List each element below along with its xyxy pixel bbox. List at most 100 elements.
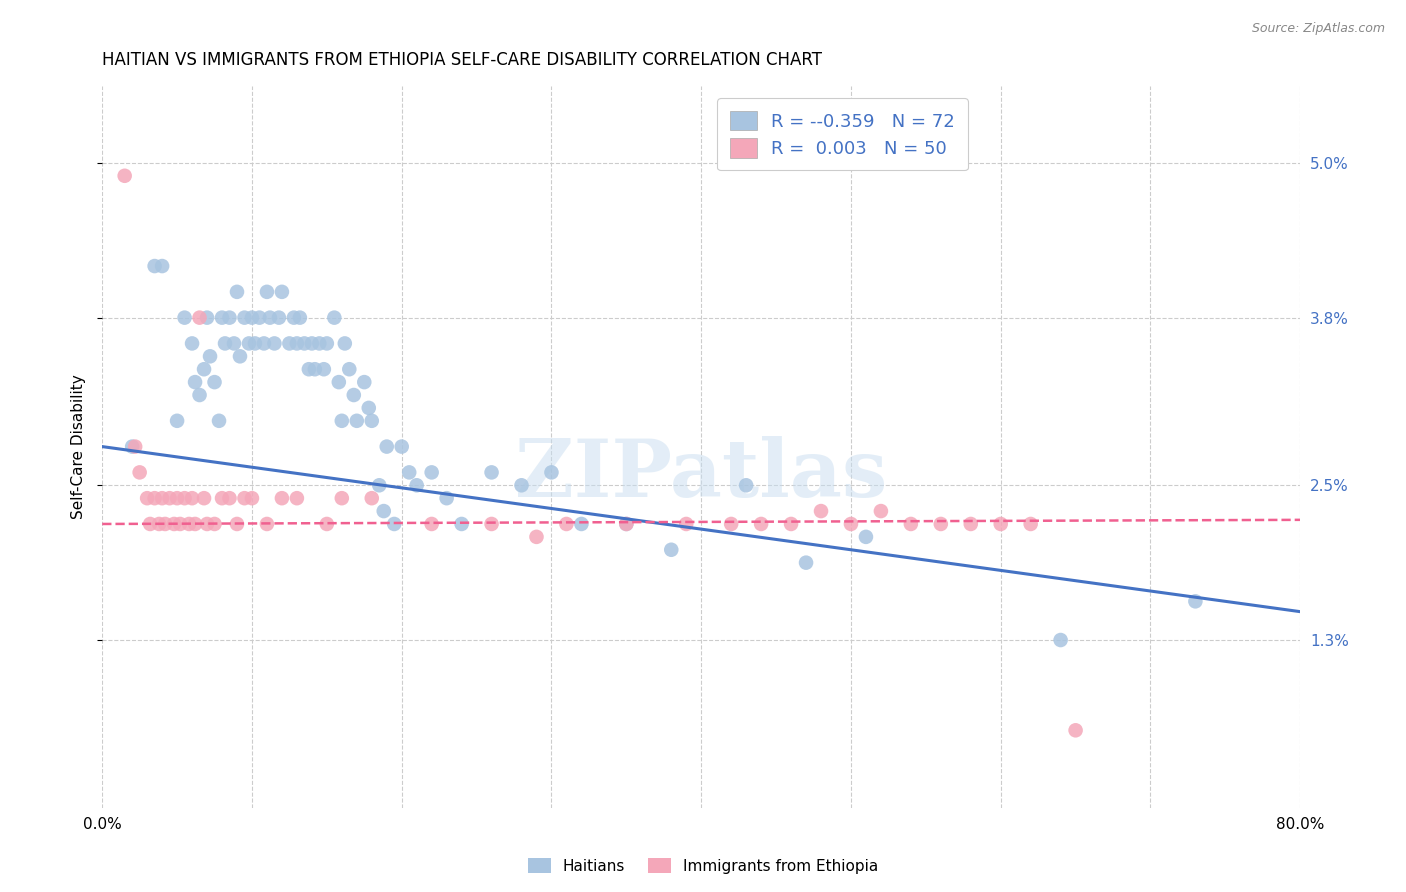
Point	[214, 336, 236, 351]
Point	[675, 516, 697, 531]
Y-axis label: Self-Care Disability: Self-Care Disability	[72, 375, 86, 519]
Point	[526, 530, 548, 544]
Point	[959, 516, 981, 531]
Text: HAITIAN VS IMMIGRANTS FROM ETHIOPIA SELF-CARE DISABILITY CORRELATION CHART: HAITIAN VS IMMIGRANTS FROM ETHIOPIA SELF…	[103, 51, 823, 69]
Point	[292, 336, 315, 351]
Point	[1184, 594, 1206, 608]
Point	[128, 466, 150, 480]
Point	[204, 375, 226, 389]
Point	[337, 362, 360, 376]
Point	[720, 516, 742, 531]
Point	[195, 516, 218, 531]
Point	[249, 310, 271, 325]
Point	[159, 491, 181, 505]
Point	[373, 504, 395, 518]
Point	[184, 375, 207, 389]
Point	[870, 504, 893, 518]
Point	[211, 491, 233, 505]
Point	[166, 491, 188, 505]
Point	[1019, 516, 1042, 531]
Point	[195, 310, 218, 325]
Point	[330, 414, 353, 428]
Point	[222, 336, 245, 351]
Point	[929, 516, 952, 531]
Point	[253, 336, 276, 351]
Point	[177, 516, 200, 531]
Point	[1064, 723, 1087, 738]
Point	[218, 310, 240, 325]
Text: Source: ZipAtlas.com: Source: ZipAtlas.com	[1251, 22, 1385, 36]
Point	[150, 491, 173, 505]
Point	[226, 285, 249, 299]
Point	[436, 491, 458, 505]
Point	[211, 310, 233, 325]
Point	[150, 259, 173, 273]
Point	[405, 478, 427, 492]
Point	[267, 310, 290, 325]
Point	[391, 440, 413, 454]
Point	[218, 491, 240, 505]
Point	[143, 259, 166, 273]
Point	[343, 388, 366, 402]
Point	[166, 414, 188, 428]
Legend: R = --0.359   N = 72, R =  0.003   N = 50: R = --0.359 N = 72, R = 0.003 N = 50	[717, 98, 967, 170]
Point	[285, 336, 308, 351]
Point	[233, 491, 256, 505]
Point	[481, 466, 503, 480]
Point	[243, 336, 266, 351]
Point	[900, 516, 922, 531]
Point	[271, 285, 294, 299]
Point	[312, 362, 335, 376]
Point	[181, 336, 204, 351]
Point	[143, 491, 166, 505]
Point	[481, 516, 503, 531]
Point	[298, 362, 321, 376]
Point	[193, 491, 215, 505]
Point	[188, 310, 211, 325]
Point	[198, 349, 221, 363]
Point	[420, 516, 443, 531]
Point	[1049, 633, 1071, 648]
Point	[855, 530, 877, 544]
Point	[136, 491, 159, 505]
Point	[114, 169, 136, 183]
Point	[278, 336, 301, 351]
Point	[735, 478, 758, 492]
Point	[510, 478, 533, 492]
Point	[420, 466, 443, 480]
Point	[839, 516, 862, 531]
Point	[328, 375, 350, 389]
Point	[304, 362, 326, 376]
Point	[330, 491, 353, 505]
Point	[124, 440, 146, 454]
Point	[139, 516, 162, 531]
Point	[315, 516, 337, 531]
Point	[323, 310, 346, 325]
Point	[240, 491, 263, 505]
Point	[256, 285, 278, 299]
Point	[315, 336, 337, 351]
Point	[184, 516, 207, 531]
Point	[153, 516, 176, 531]
Point	[659, 542, 682, 557]
Point	[181, 491, 204, 505]
Point	[540, 466, 562, 480]
Point	[169, 516, 191, 531]
Point	[749, 516, 772, 531]
Point	[360, 491, 382, 505]
Point	[193, 362, 215, 376]
Point	[163, 516, 186, 531]
Point	[353, 375, 375, 389]
Point	[233, 310, 256, 325]
Point	[208, 414, 231, 428]
Point	[398, 466, 420, 480]
Point	[357, 401, 380, 415]
Point	[256, 516, 278, 531]
Point	[283, 310, 305, 325]
Legend: Haitians, Immigrants from Ethiopia: Haitians, Immigrants from Ethiopia	[522, 852, 884, 880]
Point	[333, 336, 356, 351]
Point	[346, 414, 368, 428]
Point	[368, 478, 391, 492]
Point	[259, 310, 281, 325]
Point	[614, 516, 637, 531]
